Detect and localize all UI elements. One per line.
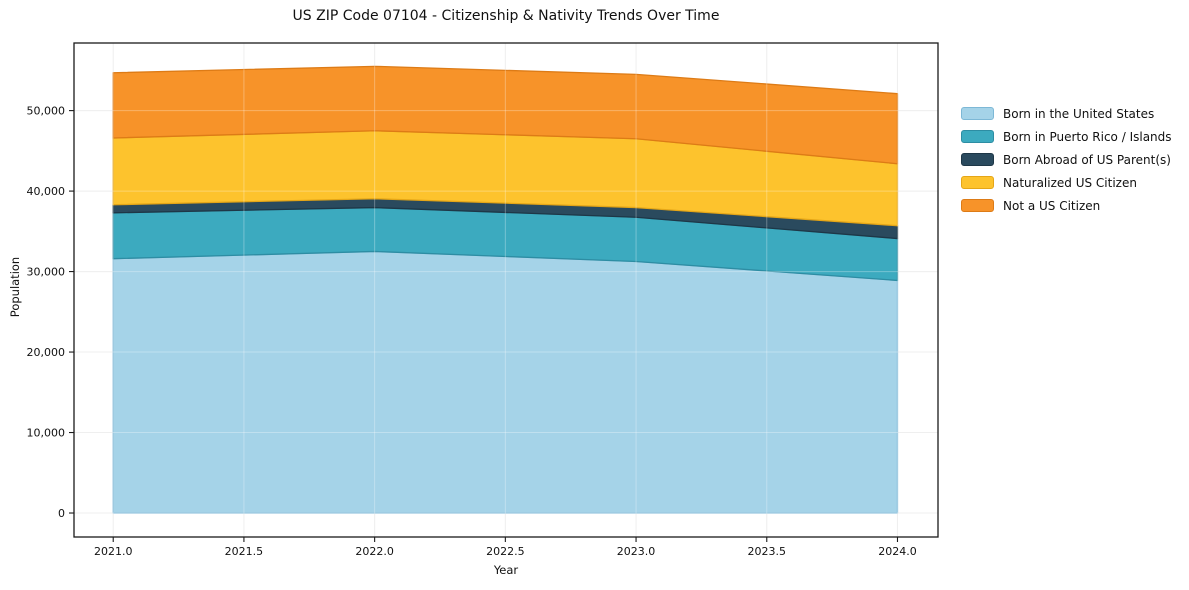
legend-label: Born in Puerto Rico / Islands [1003,129,1172,144]
y-tick-label: 0 [58,507,65,520]
legend-item: Born Abroad of US Parent(s) [961,148,1172,171]
legend-swatch [961,153,994,166]
legend-label: Not a US Citizen [1003,198,1101,213]
legend-item: Born in Puerto Rico / Islands [961,125,1172,148]
y-tick-label: 40,000 [27,185,66,198]
x-tick-label: 2022.5 [486,545,525,558]
legend-label: Born Abroad of US Parent(s) [1003,152,1171,167]
x-tick-label: 2024.0 [878,545,917,558]
legend-item: Naturalized US Citizen [961,171,1172,194]
legend-swatch [961,176,994,189]
x-tick-label: 2023.0 [617,545,656,558]
area-series-4 [112,65,899,165]
x-tick-label: 2021.0 [94,545,133,558]
x-tick-label: 2022.0 [355,545,394,558]
x-tick-label: 2023.5 [748,545,787,558]
x-tick-label: 2021.5 [225,545,264,558]
legend-swatch [961,107,994,120]
y-tick-label: 30,000 [27,266,66,279]
legend-swatch [961,199,994,212]
legend-item: Born in the United States [961,102,1172,125]
legend-label: Born in the United States [1003,106,1155,121]
axes-frame [73,42,939,538]
legend-label: Naturalized US Citizen [1003,175,1137,190]
y-tick-label: 20,000 [27,346,66,359]
legend-item: Not a US Citizen [961,194,1172,217]
legend: Born in the United States Born in Puerto … [961,102,1172,217]
y-axis-label: Population [8,256,22,318]
x-axis-label: Year [493,563,519,577]
y-tick-label: 50,000 [27,105,66,118]
y-tick-label: 10,000 [27,427,66,440]
legend-swatch [961,130,994,143]
chart-title: US ZIP Code 07104 - Citizenship & Nativi… [292,8,720,24]
